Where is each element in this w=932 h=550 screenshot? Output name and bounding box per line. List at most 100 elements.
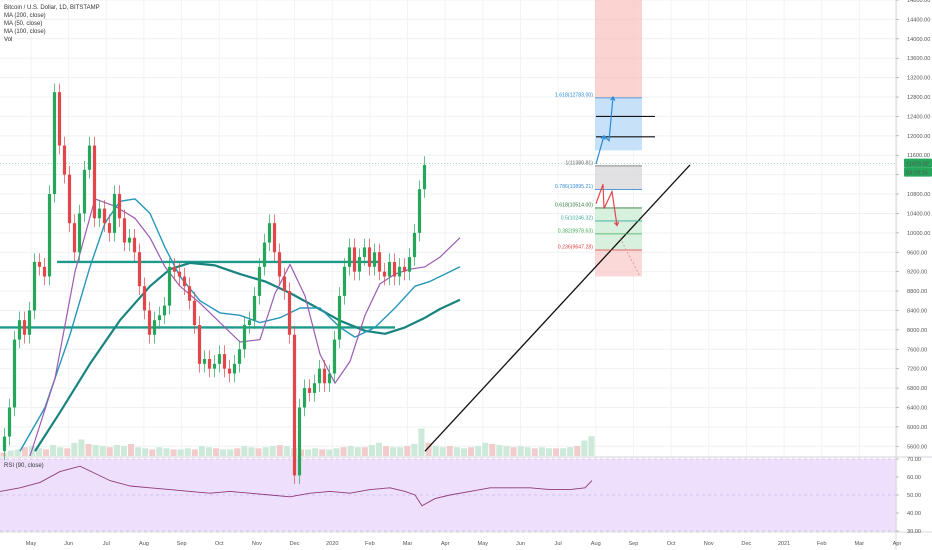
candle-body: [117, 194, 122, 219]
candle-body: [282, 276, 287, 292]
time-tick-label: Jun: [516, 541, 525, 547]
indicator-ma-200[interactable]: MA (200, close): [4, 13, 46, 19]
candle-body: [372, 252, 377, 267]
fibonacci-levels[interactable]: 1.618(12783.00) 1(11380.81) 0.786(10895.21…: [555, 92, 642, 277]
volume-bar: [248, 447, 255, 456]
volume-bar: [496, 445, 503, 456]
price-tick-label: 10000.00: [907, 231, 930, 237]
time-tick-label: Aug: [591, 541, 601, 547]
candle-body: [297, 407, 302, 476]
price-tick-label: 9200.00: [907, 270, 927, 276]
candle-body: [352, 247, 357, 272]
fib-level-label: 0.236(9647.28): [558, 244, 593, 250]
chart-header: Bitcoin / U.S. Dollar, 1D, BITSTAMP MA (…: [4, 5, 100, 469]
volume-bar: [404, 446, 411, 456]
volume-bar: [460, 448, 467, 456]
volume-bar: [57, 447, 64, 456]
fib-level-label: 0.618(10514.00): [555, 202, 593, 208]
blue-arrow-2-head: [610, 95, 616, 101]
volume-bar: [85, 443, 92, 456]
position-zones: [595, 0, 642, 277]
ascending-trendline: [424, 164, 691, 452]
candle-body: [152, 320, 157, 335]
rsi-title[interactable]: RSI (90, close): [4, 463, 44, 469]
price-tick-label: 10400.00: [907, 211, 930, 217]
volume-bar: [468, 447, 475, 456]
indicator-ma-50[interactable]: MA (50, close): [4, 21, 42, 27]
volume-bar: [383, 446, 390, 456]
price-tick-label: 9600.00: [907, 250, 927, 256]
volume-bar: [163, 448, 170, 456]
volume-bar: [35, 448, 42, 456]
price-candles: [0, 83, 896, 485]
volume-bar: [418, 428, 425, 456]
price-tick-label: 8800.00: [907, 289, 927, 295]
candle-body: [187, 286, 192, 301]
candle-body: [137, 252, 142, 287]
candle-body: [52, 92, 57, 195]
volume-bar: [368, 445, 375, 456]
indicator-vol[interactable]: Vol: [4, 37, 12, 43]
volume-bar: [21, 447, 28, 456]
volume-bar: [213, 448, 220, 456]
volume-bar: [99, 446, 106, 456]
volume-bar: [538, 447, 545, 456]
lower-red-zone: [595, 249, 642, 277]
trendline-layer[interactable]: [424, 164, 691, 452]
price-tick-label: 12000.00: [907, 134, 930, 140]
price-tick-label: 12800.00: [907, 95, 930, 101]
volume-bar: [170, 449, 177, 456]
candle-body: [392, 261, 397, 277]
candle-body: [412, 232, 417, 258]
candle-body: [162, 305, 167, 316]
price-tick-label: 5600.00: [907, 444, 927, 450]
candle-body: [262, 242, 267, 267]
volume-bar: [255, 448, 262, 456]
volume-bar: [71, 442, 78, 456]
volume-bar: [333, 448, 340, 456]
candle-body: [172, 266, 177, 272]
last-price-badge: [904, 158, 932, 168]
price-tick-label: 8000.00: [907, 328, 927, 334]
candle-body: [407, 257, 412, 272]
price-tick-label: 7200.00: [907, 367, 927, 373]
candle-body: [102, 208, 107, 224]
candle-body: [202, 358, 207, 364]
candle-body: [67, 174, 72, 224]
volume-bar: [220, 449, 227, 456]
time-tick-label: Nov: [704, 541, 714, 547]
candle-body: [147, 310, 152, 335]
candle-body: [312, 383, 317, 393]
price-tick-label: 11600.00: [907, 153, 930, 159]
volume-bar: [135, 447, 142, 456]
candle-body: [232, 363, 237, 374]
volume-bar: [269, 446, 276, 456]
rsi-tick-label: 30.00: [907, 529, 921, 535]
indicator-ma-100[interactable]: MA (100, close): [4, 29, 46, 35]
time-tick-label: Feb: [365, 541, 375, 547]
candle-body: [402, 266, 407, 272]
candle-body: [337, 295, 342, 340]
candle-body: [242, 325, 247, 350]
volume-bar: [43, 449, 50, 456]
candle-body: [107, 223, 112, 233]
volume-bar: [262, 447, 269, 456]
volume-bar: [510, 447, 517, 456]
volume-bar: [305, 449, 312, 456]
symbol-title: Bitcoin / U.S. Dollar, 1D, BITSTAMP: [4, 5, 100, 11]
volume-bar: [177, 449, 184, 456]
candle-body: [37, 261, 42, 267]
candle-body: [382, 271, 387, 277]
fib-level-label: 0.382(9978.63): [558, 228, 593, 234]
candle-body: [132, 237, 137, 253]
projection-dashed-line: [619, 237, 641, 277]
price-tick-label: 6800.00: [907, 386, 927, 392]
time-tick-label: Oct: [215, 541, 224, 547]
time-tick-label: May: [26, 541, 37, 547]
time-tick-label: Sep: [628, 541, 638, 547]
rsi-tick-label: 60.00: [907, 475, 921, 481]
time-tick-label: Dec: [741, 541, 751, 547]
projection-arrows[interactable]: [595, 95, 620, 227]
